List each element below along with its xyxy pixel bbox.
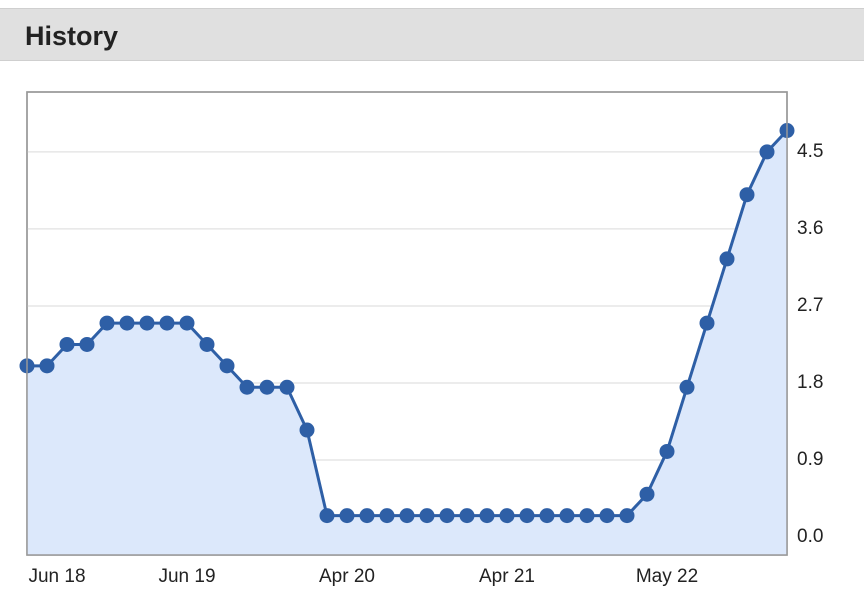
point	[419, 508, 435, 524]
point	[379, 508, 395, 524]
point	[39, 358, 55, 374]
point	[499, 508, 515, 524]
point	[59, 336, 75, 352]
y-tick-label: 1.8	[797, 372, 823, 393]
plot-border	[26, 91, 788, 556]
point	[459, 508, 475, 524]
y-tick-label: 0.9	[797, 449, 823, 470]
point	[179, 315, 195, 331]
point	[279, 379, 295, 395]
area-fill	[27, 130, 787, 555]
point	[739, 187, 755, 203]
point	[259, 379, 275, 395]
point	[559, 508, 575, 524]
point	[159, 315, 175, 331]
point	[99, 315, 115, 331]
point	[659, 443, 675, 459]
point	[119, 315, 135, 331]
x-tick-label: May 22	[636, 566, 698, 587]
point	[199, 336, 215, 352]
point	[299, 422, 315, 438]
point	[519, 508, 535, 524]
point	[79, 336, 95, 352]
point	[719, 251, 735, 267]
x-tick-label: Apr 21	[479, 566, 535, 587]
point	[759, 144, 775, 160]
section-header: History	[0, 8, 864, 61]
point	[679, 379, 695, 395]
point	[699, 315, 715, 331]
point	[579, 508, 595, 524]
y-tick-label: 0.0	[797, 526, 823, 547]
y-tick-label: 4.5	[797, 141, 823, 162]
point	[239, 379, 255, 395]
point	[439, 508, 455, 524]
point	[399, 508, 415, 524]
point	[639, 486, 655, 502]
point	[139, 315, 155, 331]
point	[479, 508, 495, 524]
point	[319, 508, 335, 524]
x-tick-label: Jun 18	[28, 566, 85, 587]
point	[359, 508, 375, 524]
point	[619, 508, 635, 524]
x-tick-label: Apr 20	[319, 566, 375, 587]
y-tick-label: 3.6	[797, 218, 823, 239]
x-tick-label: Jun 19	[158, 566, 215, 587]
point	[339, 508, 355, 524]
y-tick-label: 2.7	[797, 295, 823, 316]
section-title: History	[25, 21, 119, 51]
point	[599, 508, 615, 524]
point	[219, 358, 235, 374]
point	[539, 508, 555, 524]
